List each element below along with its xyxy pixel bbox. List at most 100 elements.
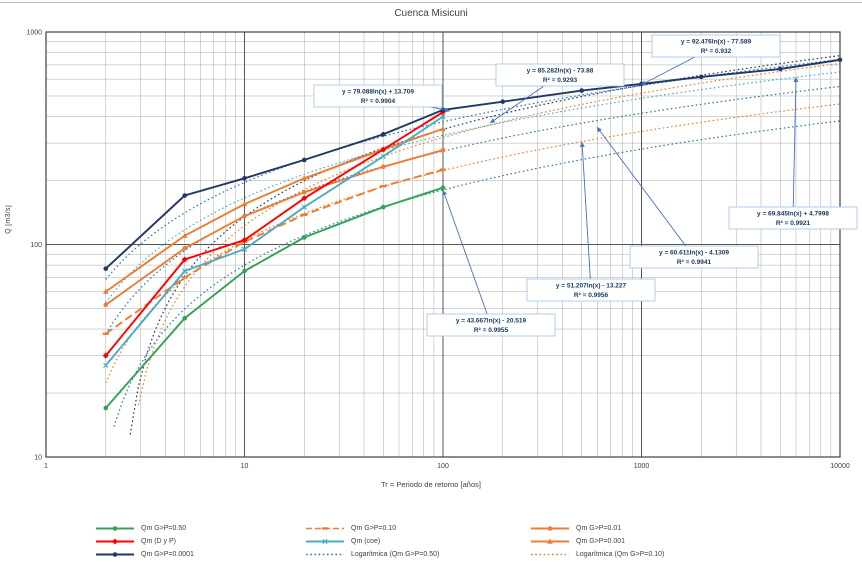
trendline[interactable] xyxy=(105,85,841,335)
series-marker-circle xyxy=(112,526,118,531)
annotation-r-squared: R² = 0.9921 xyxy=(776,220,811,227)
series-marker-circle xyxy=(103,266,109,271)
series-marker-dash xyxy=(380,185,387,188)
series-marker-diamond xyxy=(241,236,248,243)
legend-item[interactable]: Qm G>P=0.50 xyxy=(95,524,305,533)
series-marker-circle xyxy=(182,245,188,251)
series-marker-circle xyxy=(182,315,188,321)
equation-annotation[interactable]: y = 43.667ln(x) - 20.519 R² = 0.9955 xyxy=(426,313,556,337)
legend-item[interactable]: Qm G>P=0.0001 xyxy=(95,550,305,559)
legend-item[interactable]: Qm (coe) xyxy=(305,537,530,546)
series-marker-x xyxy=(380,153,386,159)
legend-column-3: Qm G>P=0.01 Qm G>P=0.001 Logarítmica (Qm G… xyxy=(530,524,730,559)
series-line[interactable] xyxy=(105,128,444,293)
series-marker-circle xyxy=(440,147,446,153)
series-marker-x xyxy=(440,113,446,120)
equation-annotation[interactable]: y = 60.611ln(x) - 4.1309 R² = 0.9941 xyxy=(629,245,759,269)
annotation-equation: y = 79.088ln(x) + 13.709 xyxy=(342,89,414,96)
series-line[interactable] xyxy=(105,115,444,366)
series-marker-diamond xyxy=(102,352,109,359)
annotation-r-squared: R² = 0.9293 xyxy=(543,77,578,84)
legend-sample-solid-line xyxy=(306,538,344,545)
series-marker-triangle xyxy=(181,232,188,238)
y-tick-label: 10 xyxy=(34,455,42,462)
legend-sample-solid-line xyxy=(96,552,134,557)
x-tick-label: 1 xyxy=(44,463,48,470)
x-axis-title: Tr = Periodo de retorno [años] xyxy=(381,480,481,489)
series-marker-diamond xyxy=(181,256,188,263)
series-marker-circle xyxy=(579,88,585,93)
x-tick-label: 10 xyxy=(241,463,249,470)
annotation-equation: y = 51.207ln(x) - 13.227 xyxy=(556,283,627,290)
annotation-box xyxy=(728,206,858,230)
series-line[interactable] xyxy=(105,186,444,409)
annotation-equation: y = 60.611ln(x) - 4.1309 xyxy=(659,250,729,257)
series-marker-circle xyxy=(380,164,386,170)
equation-annotation[interactable]: y = 51.207ln(x) - 13.227 R² = 0.9956 xyxy=(526,278,656,302)
legend-label: Logarítmica (Qm G>P=0.50) xyxy=(351,551,440,558)
y-tick-label: 100 xyxy=(30,242,42,249)
legend-label: Qm G>P=0.01 xyxy=(576,525,622,532)
legend-sample-solid-line xyxy=(531,526,569,531)
annotation-r-squared: R² = 0.9904 xyxy=(361,98,396,105)
trendline[interactable] xyxy=(129,55,841,435)
equation-annotation[interactable]: y = 85.282ln(x) - 73.88 R² = 0.9293 xyxy=(495,63,625,87)
legend-label: Qm G>P=0.10 xyxy=(351,525,397,532)
series-marker-triangle xyxy=(547,538,553,544)
annotation-box xyxy=(526,278,656,302)
annotation-equation: y = 85.282ln(x) - 73.88 xyxy=(527,68,594,75)
legend-sample-solid-line xyxy=(96,538,134,545)
series-marker-diamond xyxy=(112,538,118,545)
series-marker-x xyxy=(182,268,188,274)
trendline[interactable] xyxy=(113,120,841,427)
legend-sample-solid-line xyxy=(531,538,569,544)
series-marker-circle xyxy=(103,302,109,308)
legend-sample-dashed-line xyxy=(306,527,344,530)
series-marker-triangle xyxy=(102,288,109,294)
y-tick-label: 1000 xyxy=(26,30,42,37)
trendline[interactable] xyxy=(105,103,841,384)
equation-annotation[interactable]: y = 79.088ln(x) + 13.709 R² = 0.9904 xyxy=(313,84,443,108)
series-line[interactable] xyxy=(105,111,444,357)
series-marker-circle xyxy=(777,66,783,72)
legend-label: Qm G>P=0.0001 xyxy=(141,551,194,558)
series-line[interactable] xyxy=(105,168,444,335)
window-top-divider xyxy=(0,2,862,3)
series-marker-dash xyxy=(301,213,308,216)
legend-item[interactable]: Qm (D y P) xyxy=(95,537,305,546)
series-line[interactable] xyxy=(105,58,841,270)
series-marker-circle xyxy=(380,132,386,137)
chart-title: Cuenca Misicuni xyxy=(394,8,468,19)
series-marker-x xyxy=(301,204,307,210)
series-marker-circle xyxy=(301,190,307,195)
chart-legend: Qm G>P=0.50 Qm (D y P) Qm G>P=0.0001 Qm G>… xyxy=(95,524,730,559)
trendline[interactable] xyxy=(137,62,841,406)
legend-item[interactable]: Logarítmica (Qm G>P=0.10) xyxy=(530,550,730,559)
annotation-leader-line xyxy=(596,126,695,258)
legend-label: Logarítmica (Qm G>P=0.10) xyxy=(576,551,665,558)
legend-item[interactable]: Qm G>P=0.001 xyxy=(530,537,730,546)
legend-label: Qm (coe) xyxy=(351,538,381,545)
annotation-box xyxy=(651,34,781,58)
series-line[interactable] xyxy=(105,149,444,306)
annotation-leader-line xyxy=(792,76,799,219)
legend-item[interactable]: Qm G>P=0.01 xyxy=(530,524,730,533)
annotation-box xyxy=(495,63,625,87)
equation-annotation[interactable]: y = 69.845ln(x) + 4.7998 R² = 0.9921 xyxy=(728,206,858,230)
annotation-leader-line xyxy=(442,189,492,326)
x-tick-label: 100 xyxy=(437,463,449,470)
series-marker-x xyxy=(322,538,328,545)
y-axis-title: Q [m3/s] xyxy=(5,205,12,234)
legend-item[interactable]: Qm G>P=0.10 xyxy=(305,524,530,533)
legend-label: Qm G>P=0.001 xyxy=(576,538,626,545)
series-marker-circle xyxy=(182,193,188,198)
series-marker-circle xyxy=(242,268,247,274)
series-marker-circle xyxy=(301,235,307,240)
x-tick-label: 10000 xyxy=(830,463,850,470)
legend-item[interactable]: Logarítmica (Qm G>P=0.50) xyxy=(305,550,530,559)
annotation-box xyxy=(426,313,556,337)
legend-label: Qm G>P=0.50 xyxy=(141,525,187,532)
equation-annotation[interactable]: y = 92.476ln(x) - 77.589 R² = 0.932 xyxy=(651,34,781,58)
series-marker-dash xyxy=(322,527,328,530)
